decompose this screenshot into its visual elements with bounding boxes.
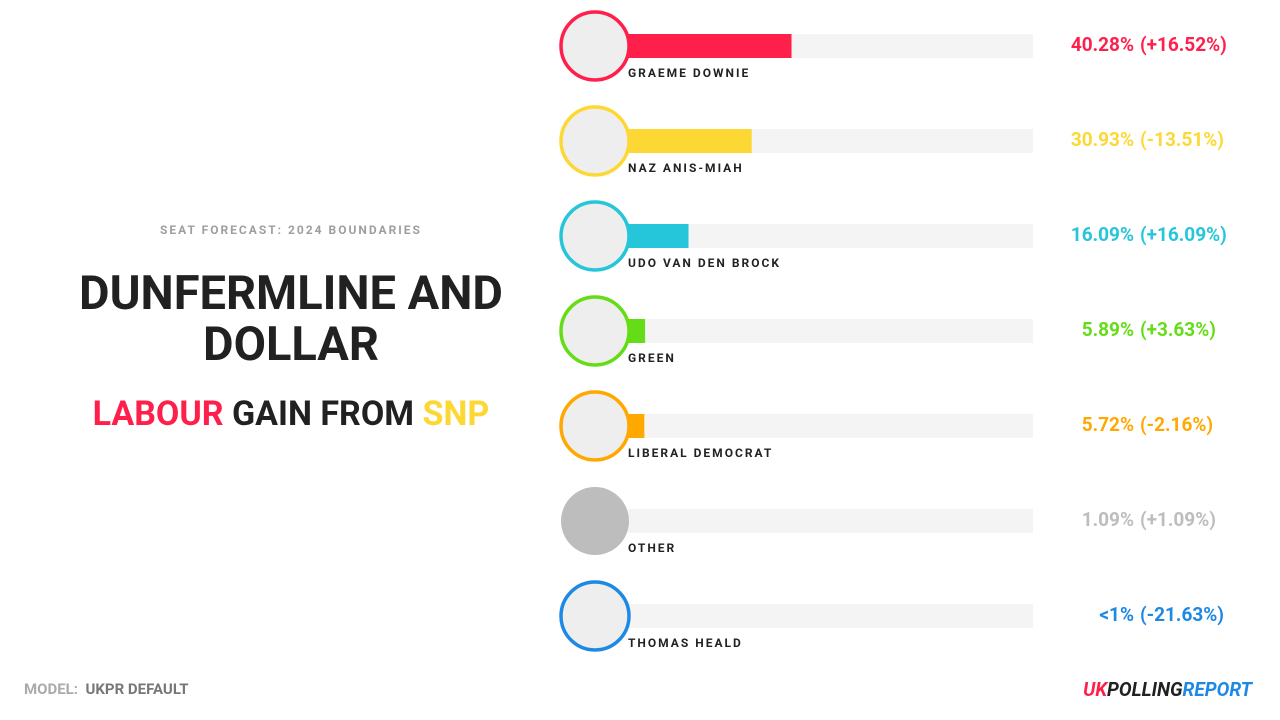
candidate-name: UDO VAN DEN BROCK: [628, 256, 781, 270]
bar: [620, 129, 752, 153]
winner: LABOUR: [92, 394, 224, 434]
logo-part: REPORT: [1182, 678, 1252, 701]
candidate-name: NAZ ANIS-MIAH: [628, 161, 744, 175]
loser: SNP: [422, 394, 490, 434]
result: LABOUR GAIN FROM SNP: [51, 394, 531, 434]
avatar: [559, 200, 631, 272]
candidate-name: LIBERAL DEMOCRAT: [628, 446, 773, 460]
value-label: 40.28%: [1071, 33, 1134, 56]
logo: UKPOLLINGREPORT: [1083, 678, 1252, 701]
candidate-name: GREEN: [628, 351, 676, 365]
change-label: (+3.63%): [1140, 318, 1216, 341]
value-label: 5.89%: [1082, 318, 1134, 341]
avatar: [559, 390, 631, 462]
avatar: [559, 105, 631, 177]
logo-part: UK: [1083, 678, 1108, 701]
bar-track: [628, 319, 1033, 343]
change-label: (+16.52%): [1140, 33, 1227, 56]
bar-track: [628, 509, 1033, 533]
avatar: [559, 580, 631, 652]
bar: [620, 34, 792, 58]
bar-track: [628, 224, 1033, 248]
candidate-name: OTHER: [628, 541, 676, 555]
model: UKPR DEFAULT: [85, 680, 189, 698]
avatar: [559, 295, 631, 367]
footer: MODEL: UKPR DEFAULT: [24, 680, 189, 698]
value-label: 1.09%: [1082, 508, 1134, 531]
value-label: 5.72%: [1082, 413, 1134, 436]
value-label: <1%: [1099, 603, 1134, 626]
value-label: 16.09%: [1071, 223, 1134, 246]
model-label: MODEL:: [24, 680, 79, 698]
change-label: (-13.51%): [1140, 128, 1224, 151]
avatar: [561, 487, 629, 555]
bar-track: [628, 604, 1033, 628]
candidate-name: THOMAS HEALD: [628, 636, 743, 650]
candidate-name: GRAEME DOWNIE: [628, 66, 750, 80]
change-label: (-2.16%): [1140, 413, 1213, 436]
change-label: (+1.09%): [1140, 508, 1216, 531]
avatar: [559, 10, 631, 82]
seat-title: DUNFERMLINE AND DOLLAR: [79, 266, 503, 372]
bar: [620, 224, 689, 248]
value-label: 30.93%: [1071, 128, 1134, 151]
change-label: (-21.63%): [1140, 603, 1224, 626]
logo-part: POLLING: [1107, 678, 1183, 701]
subtitle: SEAT FORECAST: 2024 BOUNDARIES: [160, 223, 422, 237]
verb: GAIN FROM: [231, 394, 415, 434]
bar-track: [628, 414, 1033, 438]
change-label: (+16.09%): [1140, 223, 1227, 246]
